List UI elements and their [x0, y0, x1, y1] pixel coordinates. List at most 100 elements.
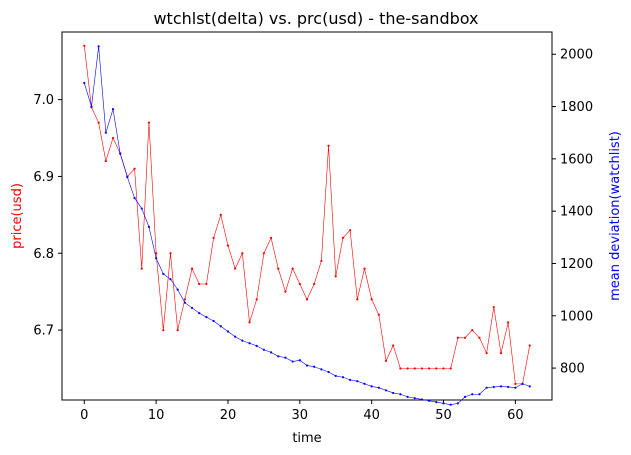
x-tick-label: 10 — [148, 408, 165, 423]
price-point — [176, 328, 179, 332]
watchlist-point — [428, 399, 431, 402]
watchlist-point — [514, 386, 517, 389]
price-point — [226, 244, 230, 247]
watchlist-point — [90, 105, 93, 108]
watchlist-point — [140, 207, 143, 210]
watchlist-point — [463, 395, 467, 398]
watchlist-point — [190, 306, 194, 310]
watchlist-point — [456, 402, 459, 405]
watchlist-point — [219, 325, 222, 328]
watchlist-point — [234, 335, 237, 338]
price-point — [97, 121, 100, 124]
right-y-axis: 800 1000 1200 1400 1600 1800 2000 — [552, 48, 593, 377]
watchlist-point — [111, 108, 115, 111]
watchlist-point — [147, 225, 151, 228]
watchlist-point — [277, 355, 280, 358]
watchlist-point — [284, 356, 287, 359]
watchlist-point — [392, 391, 395, 395]
watchlist-point — [126, 176, 129, 179]
price-point — [155, 252, 158, 255]
x-tick-label: 60 — [507, 408, 524, 423]
watchlist-point — [334, 374, 337, 378]
x-tick-label: 30 — [292, 408, 309, 423]
left-y-tick-label: 6.9 — [33, 170, 54, 185]
right-y-tick-label: 1600 — [560, 152, 593, 167]
watchlist-point — [155, 257, 158, 260]
watchlist-point — [248, 342, 251, 345]
watchlist-point — [255, 344, 258, 347]
price-point — [169, 252, 172, 255]
watchlist-point — [291, 360, 294, 363]
price-series — [83, 44, 531, 385]
watchlist-point — [269, 351, 273, 354]
watchlist-point — [528, 385, 531, 388]
watchlist-point — [183, 301, 186, 304]
watchlist-point — [485, 386, 488, 389]
watchlist-point — [507, 385, 510, 389]
watchlist-point — [119, 152, 122, 155]
price-point — [442, 367, 445, 370]
plot-frame — [61, 31, 553, 401]
price-point — [370, 298, 373, 301]
price-point — [485, 352, 488, 355]
watchlist-point — [413, 397, 416, 400]
series-layer — [83, 44, 531, 406]
watchlist-point — [399, 393, 402, 396]
watchlist-point — [435, 400, 438, 404]
watchlist-point — [349, 378, 352, 381]
watchlist-point — [449, 403, 452, 406]
left-y-axis: 6.7 6.8 6.9 7.0 — [33, 93, 62, 339]
right-y-axis-label: mean deviation(watchlist) — [608, 131, 623, 301]
price-point — [83, 44, 86, 47]
left-y-tick-label: 7.0 — [33, 93, 54, 108]
price-point — [234, 267, 237, 270]
watchlist-point — [97, 45, 100, 48]
right-y-tick-label: 1400 — [560, 205, 593, 220]
watchlist-point — [521, 382, 524, 385]
watchlist-point — [478, 393, 481, 396]
price-point — [241, 252, 244, 255]
price-point — [514, 382, 517, 385]
watchlist-point — [176, 288, 179, 291]
watchlist-point — [327, 370, 330, 374]
price-point — [262, 252, 265, 255]
watchlist-point — [212, 319, 215, 323]
price-point — [277, 267, 280, 270]
price-point — [334, 275, 337, 278]
price-point — [399, 367, 402, 370]
price-point — [435, 367, 438, 370]
price-point — [420, 367, 424, 370]
price-point — [507, 321, 510, 324]
watchlist-point — [492, 385, 495, 389]
price-point — [147, 121, 151, 124]
right-y-tick-label: 1800 — [560, 100, 593, 115]
price-point — [492, 305, 495, 309]
price-point — [248, 321, 251, 324]
watchlist-point — [384, 389, 388, 392]
price-point — [104, 159, 107, 163]
left-y-tick-label: 6.8 — [33, 247, 54, 262]
price-point — [219, 213, 222, 216]
price-point — [133, 167, 136, 170]
watchlist-point — [377, 386, 380, 389]
watchlist-point — [169, 278, 172, 281]
x-tick-label: 0 — [80, 408, 88, 423]
price-point — [384, 359, 388, 362]
price-point — [449, 367, 452, 370]
watchlist-point — [420, 398, 424, 401]
price-point — [190, 267, 194, 270]
watchlist-point — [499, 385, 503, 388]
price-point — [349, 229, 352, 232]
watchlist-point — [162, 272, 165, 276]
price-point — [456, 336, 459, 339]
price-point — [428, 367, 431, 370]
watchlist-point — [83, 81, 86, 85]
price-point — [313, 282, 316, 286]
price-point — [528, 344, 531, 347]
price-point — [356, 298, 359, 301]
price-point — [205, 282, 208, 286]
price-line — [83, 45, 531, 385]
watchlist-point — [341, 376, 345, 379]
